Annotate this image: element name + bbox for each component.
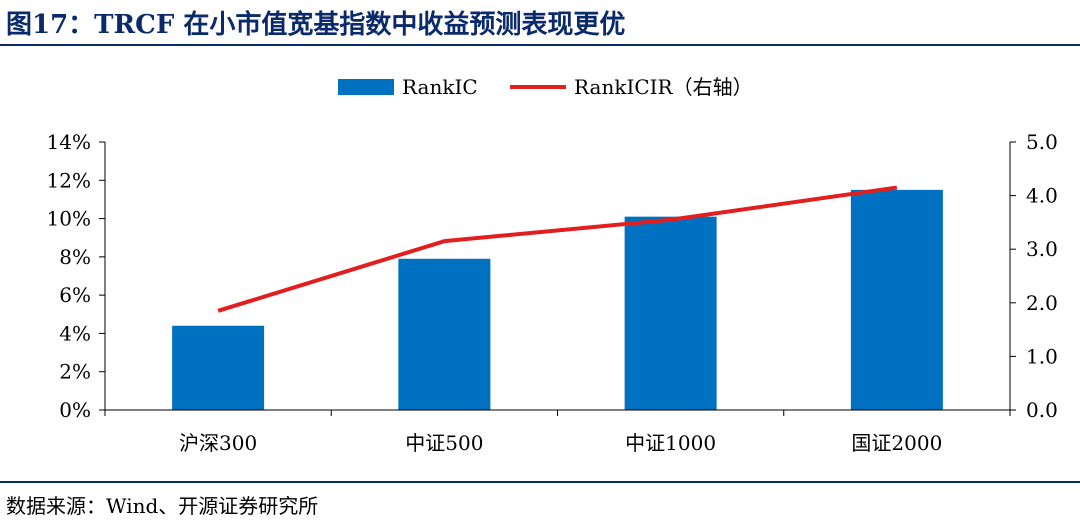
left-tick-label: 6% [59, 283, 91, 307]
legend-label-rankicir: RankICIR（右轴） [574, 75, 753, 99]
bar-中证1000 [624, 216, 717, 410]
x-tick-label: 中证500 [405, 431, 483, 455]
source-divider [0, 481, 1080, 483]
right-tick-label: 3.0 [1026, 237, 1058, 261]
x-tick-label: 中证1000 [625, 431, 716, 455]
legend-label-rankic: RankIC [402, 75, 478, 99]
left-tick-label: 0% [59, 398, 91, 422]
left-tick-label: 10% [47, 207, 91, 231]
left-tick-label: 12% [47, 168, 91, 192]
right-tick-label: 2.0 [1026, 291, 1058, 315]
legend-swatch-rankic [338, 79, 394, 95]
line-series [217, 185, 898, 313]
left-tick-label: 4% [59, 321, 91, 345]
legend: RankIC RankICIR（右轴） [338, 75, 753, 99]
right-tick-label: 5.0 [1026, 130, 1058, 154]
left-tick-label: 14% [47, 130, 91, 154]
right-tick-label: 4.0 [1026, 184, 1058, 208]
combo-chart: RankIC RankICIR（右轴） 0% 2% 4% 6% 8% 10% 12% 14% 0.… [47, 75, 1058, 455]
bar-沪深300 [172, 325, 265, 410]
bar-中证500 [398, 258, 491, 410]
right-tick-label: 1.0 [1026, 344, 1058, 368]
source-note: 数据来源：Wind、开源证券研究所 [6, 494, 319, 518]
rankicir-line [217, 185, 898, 313]
chart-title: 图17：TRCF 在小市值宽基指数中收益预测表现更优 [6, 10, 626, 40]
x-tick-label: 国证2000 [851, 431, 942, 455]
left-tick-label: 8% [59, 245, 91, 269]
bar-国证2000 [850, 189, 943, 410]
bar-series [172, 189, 943, 410]
title-divider [0, 44, 1080, 46]
left-tick-label: 2% [59, 360, 91, 384]
right-tick-label: 0.0 [1026, 398, 1058, 422]
axes: 0% 2% 4% 6% 8% 10% 12% 14% 0.0 1.0 2.0 3.0 4.0 5.0 沪深3… [47, 130, 1058, 455]
x-tick-label: 沪深300 [179, 431, 257, 455]
